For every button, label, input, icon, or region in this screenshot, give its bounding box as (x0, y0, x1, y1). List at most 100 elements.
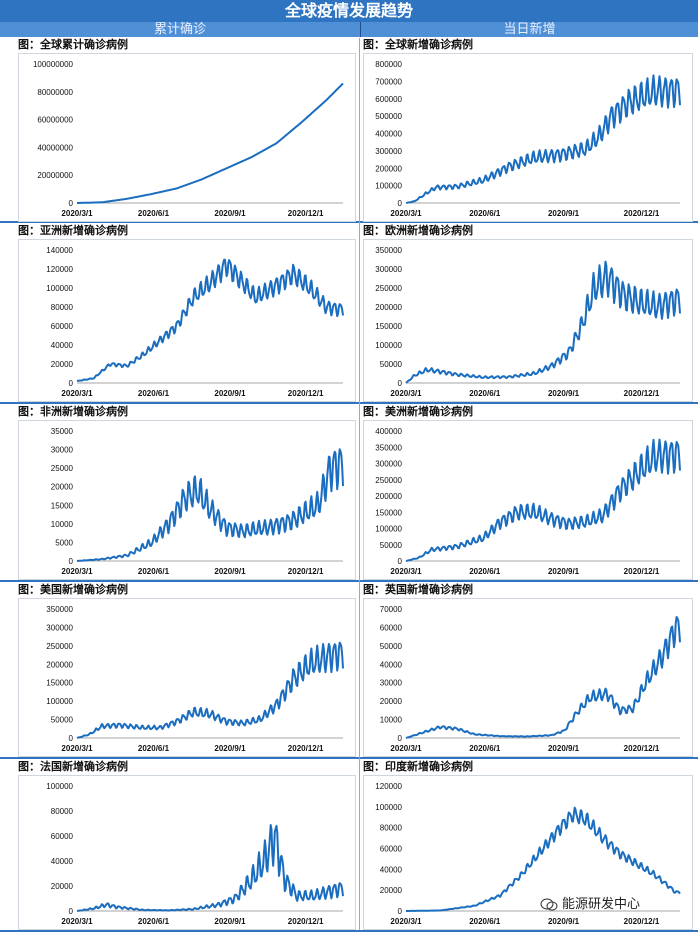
y-tick-label: 100000 (375, 341, 402, 350)
y-tick-label: 250000 (375, 476, 402, 485)
y-tick-label: 20000 (51, 882, 74, 891)
series-line (76, 641, 344, 739)
y-tick-label: 50000 (380, 541, 403, 550)
x-tick-label: 2020/9/1 (214, 744, 246, 753)
chart-frame: 0 100000 200000 300000 400000 500000 600000 700… (363, 53, 693, 222)
y-tick-label: 20000000 (37, 171, 73, 180)
x-tick-label: 2020/9/1 (214, 389, 246, 398)
chart-frame: 0 5000 10000 15000 20000 25000 30000 35000 2020/… (18, 420, 356, 580)
series-line (76, 82, 344, 204)
x-tick-label: 2020/12/1 (288, 389, 324, 398)
page-title: 全球疫情发展趋势 (0, 0, 698, 22)
y-tick-label: 600000 (375, 95, 402, 104)
chart-frame: 0 20000000 40000000 60000000 80000000 1000000… (18, 53, 356, 222)
row-separator (0, 402, 698, 404)
y-tick-label: 40000 (380, 865, 403, 874)
y-tick-label: 100000 (375, 182, 402, 191)
y-tick-label: 0 (69, 199, 74, 208)
x-tick-label: 2020/6/1 (469, 209, 501, 218)
y-tick-label: 100000 (375, 525, 402, 534)
y-tick-label: 10000 (380, 716, 403, 725)
chart-panel: 图：全球新增确诊病例 0 100000 200000 300000 400000 50000… (363, 38, 693, 222)
y-tick-label: 800000 (375, 60, 402, 69)
wechat-icon (540, 898, 558, 910)
y-tick-label: 700000 (375, 77, 402, 86)
y-tick-label: 100000 (46, 782, 73, 791)
chart-panel: 图：法国新增确诊病例 0 20000 40000 60000 80000 100000 202… (18, 760, 356, 930)
y-tick-label: 140000 (46, 246, 73, 255)
chart-frame: 0 20000 40000 60000 80000 100000 2020/3/1 2020/… (18, 775, 356, 930)
series-line (405, 806, 681, 912)
line-chart: 0 10000 20000 30000 40000 50000 60000 70000 2020… (380, 605, 681, 753)
y-tick-label: 80000 (51, 807, 74, 816)
y-tick-label: 20000 (51, 483, 74, 492)
y-tick-label: 150000 (46, 679, 73, 688)
series-line (76, 824, 344, 912)
y-tick-label: 500000 (375, 112, 402, 121)
y-tick-label: 80000000 (37, 88, 73, 97)
x-tick-label: 2020/6/1 (469, 567, 501, 576)
x-tick-label: 2020/6/1 (138, 567, 170, 576)
y-tick-label: 0 (398, 379, 403, 388)
line-chart: 0 100000 200000 300000 400000 500000 600000 700… (375, 60, 681, 218)
line-chart: 0 20000 40000 60000 80000 100000 120000 140000 2… (46, 246, 344, 398)
x-tick-label: 2020/12/1 (624, 209, 660, 218)
y-tick-label: 100000 (46, 697, 73, 706)
y-tick-label: 200000 (375, 303, 402, 312)
watermark-text: 能源研发中心 (562, 897, 641, 912)
x-tick-label: 2020/3/1 (390, 389, 422, 398)
x-tick-label: 2020/3/1 (390, 209, 422, 218)
series-line (405, 260, 681, 384)
chart-panel: 图：英国新增确诊病例 0 10000 20000 30000 40000 50000 6000… (363, 583, 693, 757)
y-tick-label: 150000 (375, 508, 402, 517)
x-tick-label: 2020/9/1 (548, 389, 580, 398)
x-tick-label: 2020/12/1 (624, 917, 660, 926)
x-tick-label: 2020/3/1 (390, 917, 422, 926)
chart-frame: 0 20000 40000 60000 80000 100000 120000 140000 2… (18, 239, 356, 402)
y-tick-label: 60000 (380, 845, 403, 854)
chart-frame: 0 50000 100000 150000 200000 250000 300000 3500… (18, 598, 356, 757)
y-tick-label: 60000 (380, 623, 403, 632)
chart-title: 图：美洲新增确诊病例 (363, 405, 473, 418)
chart-frame: 0 50000 100000 150000 200000 250000 300000 3500… (363, 420, 693, 580)
x-tick-label: 2020/3/1 (61, 389, 93, 398)
x-tick-label: 2020/6/1 (469, 744, 501, 753)
y-tick-label: 0 (398, 199, 403, 208)
column-header-daily: 当日新增 (361, 22, 698, 37)
x-tick-label: 2020/3/1 (390, 744, 422, 753)
x-tick-label: 2020/3/1 (390, 567, 422, 576)
y-tick-label: 150000 (375, 322, 402, 331)
line-chart: 0 20000 40000 60000 80000 100000 2020/3/1 2020/… (46, 782, 344, 926)
line-chart: 0 50000 100000 150000 200000 250000 300000 3500… (375, 246, 681, 398)
y-tick-label: 5000 (55, 538, 73, 547)
x-tick-label: 2020/3/1 (61, 744, 93, 753)
y-tick-label: 100000 (375, 803, 402, 812)
chart-panel: 图：非洲新增确诊病例 0 5000 10000 15000 20000 25000 30000… (18, 405, 356, 580)
y-tick-label: 50000 (380, 642, 403, 651)
y-tick-label: 20000 (51, 360, 74, 369)
chart-frame: 0 20000 40000 60000 80000 100000 120000 2020/3/… (363, 775, 693, 930)
x-tick-label: 2020/3/1 (61, 917, 93, 926)
row-separator (0, 580, 698, 582)
line-chart: 0 50000 100000 150000 200000 250000 300000 3500… (375, 427, 681, 576)
y-tick-label: 60000000 (37, 116, 73, 125)
chart-panel: 图：美国新增确诊病例 0 50000 100000 150000 200000 250000… (18, 583, 356, 757)
x-tick-label: 2020/6/1 (138, 917, 170, 926)
x-tick-label: 2020/9/1 (548, 209, 580, 218)
y-tick-label: 0 (69, 557, 74, 566)
y-tick-label: 120000 (375, 782, 402, 791)
chart-panel: 图：欧洲新增确诊病例 0 50000 100000 150000 200000 250000… (363, 224, 693, 402)
chart-panel: 图：印度新增确诊病例 0 20000 40000 60000 80000 100000 120… (363, 760, 693, 930)
row-separator (0, 930, 698, 932)
x-tick-label: 2020/9/1 (214, 917, 246, 926)
x-tick-label: 2020/6/1 (138, 209, 170, 218)
line-chart: 0 5000 10000 15000 20000 25000 30000 35000 2020/… (51, 427, 344, 576)
x-tick-label: 2020/12/1 (624, 389, 660, 398)
row-separator (0, 757, 698, 759)
chart-title: 图：全球累计确诊病例 (18, 38, 128, 51)
y-tick-label: 350000 (375, 246, 402, 255)
y-tick-label: 400000 (375, 427, 402, 436)
chart-title: 图：亚洲新增确诊病例 (18, 224, 128, 237)
y-tick-label: 350000 (375, 443, 402, 452)
y-tick-label: 0 (69, 734, 74, 743)
